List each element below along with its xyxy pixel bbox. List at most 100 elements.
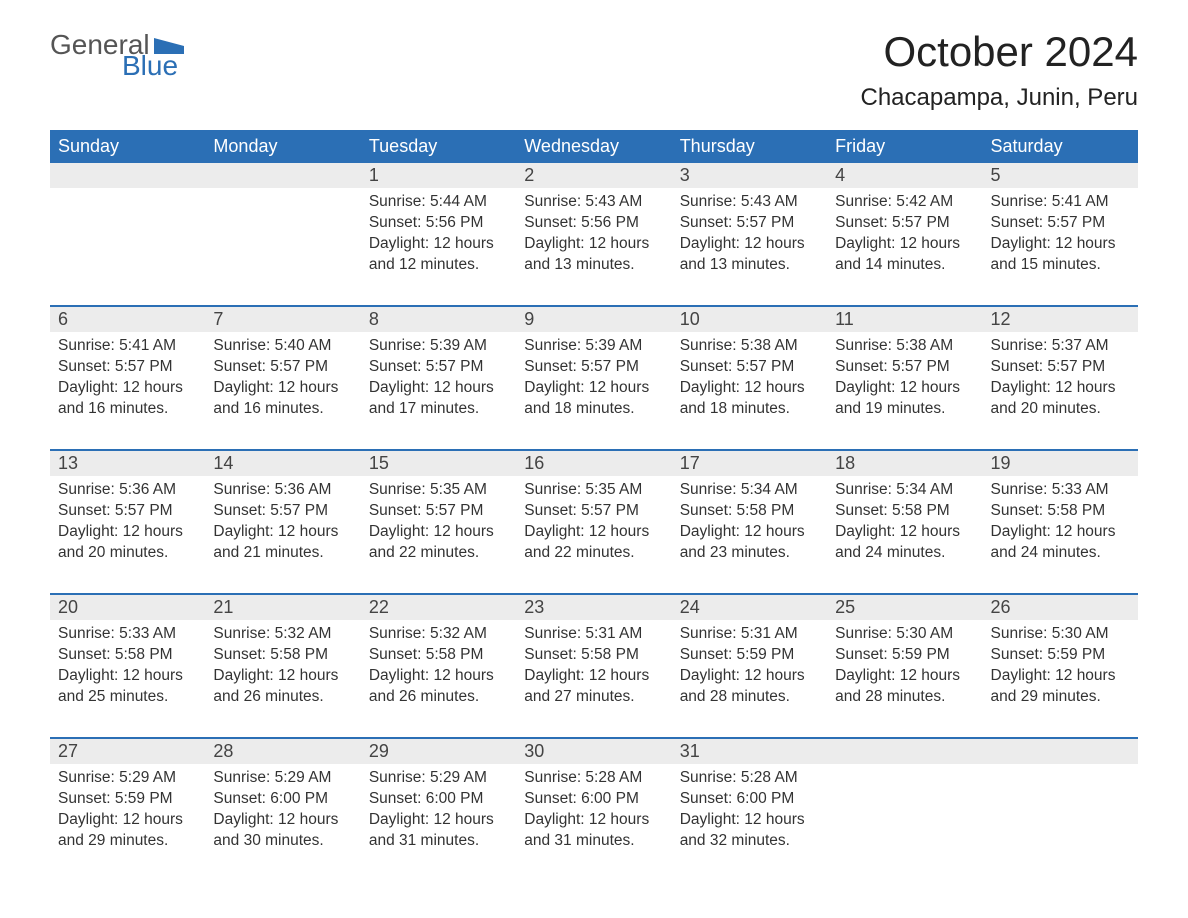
sunrise-line: Sunrise: 5:32 AM [369, 624, 508, 645]
daylight-line: Daylight: 12 hours [680, 234, 819, 255]
sunset-line: Sunset: 5:57 PM [991, 357, 1130, 378]
week-daynum-row: 6789101112 [50, 306, 1138, 332]
day-content-cell: Sunrise: 5:32 AMSunset: 5:58 PMDaylight:… [205, 620, 360, 738]
daylight-line: and 15 minutes. [991, 255, 1130, 276]
sunset-line: Sunset: 5:58 PM [213, 645, 352, 666]
sunrise-line: Sunrise: 5:42 AM [835, 192, 974, 213]
day-number-cell: 9 [516, 306, 671, 332]
sunset-line: Sunset: 5:56 PM [369, 213, 508, 234]
daylight-line: and 23 minutes. [680, 543, 819, 564]
daylight-line: Daylight: 12 hours [369, 522, 508, 543]
day-content-cell: Sunrise: 5:43 AMSunset: 5:57 PMDaylight:… [672, 188, 827, 306]
daylight-line: and 14 minutes. [835, 255, 974, 276]
sunrise-line: Sunrise: 5:34 AM [835, 480, 974, 501]
week-daynum-row: 2728293031 [50, 738, 1138, 764]
day-content-cell: Sunrise: 5:38 AMSunset: 5:57 PMDaylight:… [827, 332, 982, 450]
day-number-cell: 18 [827, 450, 982, 476]
sunrise-line: Sunrise: 5:38 AM [835, 336, 974, 357]
col-friday: Friday [827, 130, 982, 163]
daylight-line: Daylight: 12 hours [991, 666, 1130, 687]
sunrise-line: Sunrise: 5:31 AM [680, 624, 819, 645]
week-content-row: Sunrise: 5:29 AMSunset: 5:59 PMDaylight:… [50, 764, 1138, 864]
daylight-line: and 12 minutes. [369, 255, 508, 276]
location-subtitle: Chacapampa, Junin, Peru [861, 84, 1139, 112]
day-number-cell: 16 [516, 450, 671, 476]
daylight-line: and 31 minutes. [524, 831, 663, 852]
day-number-cell: 31 [672, 738, 827, 764]
col-thursday: Thursday [672, 130, 827, 163]
daylight-line: and 30 minutes. [213, 831, 352, 852]
day-content-cell: Sunrise: 5:35 AMSunset: 5:57 PMDaylight:… [516, 476, 671, 594]
daylight-line: and 17 minutes. [369, 399, 508, 420]
daylight-line: Daylight: 12 hours [835, 522, 974, 543]
sunrise-line: Sunrise: 5:33 AM [991, 480, 1130, 501]
day-number-cell: 27 [50, 738, 205, 764]
sunrise-line: Sunrise: 5:29 AM [58, 768, 197, 789]
daylight-line: Daylight: 12 hours [58, 666, 197, 687]
daylight-line: Daylight: 12 hours [369, 810, 508, 831]
daylight-line: Daylight: 12 hours [213, 522, 352, 543]
daylight-line: and 20 minutes. [991, 399, 1130, 420]
day-number-cell: 2 [516, 163, 671, 188]
daylight-line: Daylight: 12 hours [524, 378, 663, 399]
day-number-cell: 6 [50, 306, 205, 332]
daylight-line: Daylight: 12 hours [524, 810, 663, 831]
calendar-table: Sunday Monday Tuesday Wednesday Thursday… [50, 130, 1138, 864]
day-content-cell: Sunrise: 5:36 AMSunset: 5:57 PMDaylight:… [205, 476, 360, 594]
day-number-cell: 20 [50, 594, 205, 620]
day-content-cell: Sunrise: 5:29 AMSunset: 5:59 PMDaylight:… [50, 764, 205, 864]
sunrise-line: Sunrise: 5:41 AM [58, 336, 197, 357]
week-daynum-row: 13141516171819 [50, 450, 1138, 476]
week-daynum-row: 20212223242526 [50, 594, 1138, 620]
daylight-line: and 16 minutes. [58, 399, 197, 420]
calendar-header-row: Sunday Monday Tuesday Wednesday Thursday… [50, 130, 1138, 163]
daylight-line: and 29 minutes. [58, 831, 197, 852]
daylight-line: and 24 minutes. [991, 543, 1130, 564]
week-content-row: Sunrise: 5:33 AMSunset: 5:58 PMDaylight:… [50, 620, 1138, 738]
day-number-cell: 26 [983, 594, 1138, 620]
daylight-line: Daylight: 12 hours [58, 522, 197, 543]
sunrise-line: Sunrise: 5:35 AM [369, 480, 508, 501]
day-number-cell: 12 [983, 306, 1138, 332]
day-number-cell: 14 [205, 450, 360, 476]
day-content-cell: Sunrise: 5:43 AMSunset: 5:56 PMDaylight:… [516, 188, 671, 306]
day-number-cell: 13 [50, 450, 205, 476]
day-number-cell: 15 [361, 450, 516, 476]
daylight-line: Daylight: 12 hours [213, 810, 352, 831]
day-number-cell: 24 [672, 594, 827, 620]
day-content-cell: Sunrise: 5:28 AMSunset: 6:00 PMDaylight:… [516, 764, 671, 864]
sunset-line: Sunset: 5:58 PM [369, 645, 508, 666]
sunrise-line: Sunrise: 5:30 AM [991, 624, 1130, 645]
daylight-line: Daylight: 12 hours [213, 378, 352, 399]
daylight-line: Daylight: 12 hours [369, 234, 508, 255]
col-sunday: Sunday [50, 130, 205, 163]
day-number-cell: 11 [827, 306, 982, 332]
daylight-line: Daylight: 12 hours [680, 810, 819, 831]
day-content-cell: Sunrise: 5:30 AMSunset: 5:59 PMDaylight:… [983, 620, 1138, 738]
sunrise-line: Sunrise: 5:37 AM [991, 336, 1130, 357]
week-content-row: Sunrise: 5:41 AM Sunset: 5:57 PM Daylight:… [50, 332, 1138, 450]
sunrise-line: Sunrise: 5:38 AM [680, 336, 819, 357]
daylight-line: Daylight: 12 hours [213, 666, 352, 687]
day-number-cell: 28 [205, 738, 360, 764]
daylight-line: Daylight: 12 hours [369, 378, 508, 399]
sunset-line: Sunset: 5:59 PM [835, 645, 974, 666]
sunset-line: Sunset: 6:00 PM [524, 789, 663, 810]
daylight-line: and 27 minutes. [524, 687, 663, 708]
sunrise-line: Sunrise: 5:36 AM [58, 480, 197, 501]
day-number-cell: 22 [361, 594, 516, 620]
day-number-cell: 4 [827, 163, 982, 188]
sunrise-line: Sunrise: 5:43 AM [680, 192, 819, 213]
day-number-cell: 29 [361, 738, 516, 764]
day-content-cell: Sunrise: 5:33 AMSunset: 5:58 PMDaylight:… [50, 620, 205, 738]
sunrise-line: Sunrise: 5:32 AM [213, 624, 352, 645]
daylight-line: and 19 minutes. [835, 399, 974, 420]
daylight-line: and 13 minutes. [680, 255, 819, 276]
daylight-line: Daylight: 12 hours [835, 378, 974, 399]
day-content-cell [983, 764, 1138, 864]
day-content-cell: Sunrise: 5:39 AMSunset: 5:57 PMDaylight:… [516, 332, 671, 450]
day-content-cell: Sunrise: 5:31 AMSunset: 5:58 PMDaylight:… [516, 620, 671, 738]
sunset-line: Sunset: 5:57 PM [991, 213, 1130, 234]
day-number-cell [50, 163, 205, 188]
sunset-line: Sunset: 5:58 PM [991, 501, 1130, 522]
